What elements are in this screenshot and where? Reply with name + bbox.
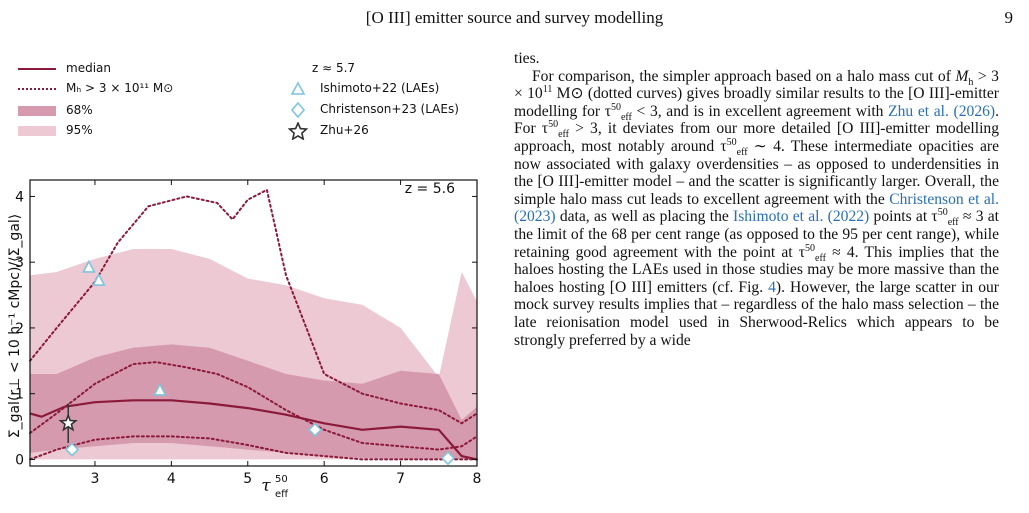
legend-68-label: 68% bbox=[66, 103, 93, 117]
running-title: [O III] emitter source and survey modell… bbox=[365, 8, 664, 27]
plot-frame bbox=[29, 179, 478, 467]
figure: median Mₕ > 3 × 10¹¹ M⊙ 68% 95% z ≈ 5.7 … bbox=[0, 30, 500, 513]
legend-median-swatch bbox=[18, 68, 56, 70]
star-marker-icon bbox=[288, 122, 308, 140]
legend-zhu-label: Zhu+26 bbox=[320, 123, 369, 137]
x-tick-label: 8 bbox=[473, 471, 482, 487]
x-axis-label: τ 50 eff bbox=[261, 474, 289, 500]
christenson-point bbox=[440, 450, 456, 466]
ref-ishimoto[interactable]: Ishimoto et al. (2022) bbox=[733, 208, 870, 226]
legend-christenson-label: Christenson+23 (LAEs) bbox=[320, 102, 459, 116]
x-tick-label: 7 bbox=[396, 471, 405, 487]
zhu-point bbox=[58, 413, 78, 432]
paragraph-1: For comparison, the simpler approach bas… bbox=[514, 67, 1000, 349]
ref-zhu[interactable]: Zhu et al. (2026) bbox=[888, 102, 996, 120]
mass-cut-upper-line bbox=[29, 188, 478, 425]
legend-95-swatch bbox=[18, 126, 56, 136]
legend-z-label: z ≈ 5.7 bbox=[312, 61, 356, 75]
points bbox=[58, 259, 456, 466]
ref-fig-4[interactable]: 4 bbox=[768, 278, 776, 296]
page-number: 9 bbox=[1004, 8, 1014, 27]
y-tick-label: 1 bbox=[15, 387, 24, 403]
ishimoto-point bbox=[153, 382, 167, 396]
axes: 3 4 5 6 7 8 0 1 2 3 4 bbox=[15, 179, 482, 487]
y-tick-label: 0 bbox=[15, 452, 24, 468]
y-tick-label: 2 bbox=[15, 321, 24, 337]
christenson-point bbox=[307, 422, 323, 437]
x-axis-label-sup: 50 bbox=[275, 474, 288, 485]
diamond-marker-icon bbox=[290, 101, 306, 119]
triangle-marker-icon bbox=[290, 81, 306, 95]
panel-label: z = 5.6 bbox=[405, 181, 455, 197]
running-head: [O III] emitter source and survey modell… bbox=[0, 6, 1029, 30]
legend-median-label: median bbox=[66, 61, 111, 75]
legend-68-swatch bbox=[18, 106, 56, 116]
legend-ishimoto-label: Ishimoto+22 (LAEs) bbox=[320, 81, 440, 95]
christenson-point bbox=[64, 442, 80, 457]
x-tick-label: 5 bbox=[243, 471, 252, 487]
chart: 3 4 5 6 7 8 0 1 2 3 4 z = 5.6 τ 50 eff Σ_gal(r⊥ < … bbox=[7, 179, 482, 500]
y-tick-label: 4 bbox=[15, 189, 24, 205]
x-tick-label: 3 bbox=[90, 471, 99, 487]
legend-95-label: 95% bbox=[66, 123, 93, 137]
ishimoto-point bbox=[91, 272, 106, 286]
legend-mass-cut-swatch bbox=[18, 88, 56, 90]
body-text: ties. For comparison, the simpler approa… bbox=[514, 50, 999, 510]
median-line bbox=[29, 399, 478, 461]
mass-cut-lower-line bbox=[29, 435, 478, 461]
mass-cut-median-line bbox=[29, 361, 478, 451]
legend: median Mₕ > 3 × 10¹¹ M⊙ 68% 95% z ≈ 5.7 … bbox=[0, 30, 500, 150]
x-axis-label-sub: eff bbox=[275, 489, 289, 500]
x-tick-label: 6 bbox=[320, 471, 329, 487]
x-tick-label: 4 bbox=[167, 471, 176, 487]
paragraph-0: ties. bbox=[514, 50, 540, 67]
ishimoto-point bbox=[82, 259, 96, 273]
legend-mass-cut-label: Mₕ > 3 × 10¹¹ M⊙ bbox=[66, 81, 174, 95]
lines bbox=[29, 188, 478, 461]
y-tick-label: 3 bbox=[15, 255, 24, 271]
y-axis-label: Σ_gal(r⊥ < 10 h⁻¹ cMpc)/⟨Σ_gal⟩ bbox=[7, 214, 23, 439]
ref-christenson[interactable]: Christenson et al. (2023) bbox=[514, 190, 999, 226]
x-axis-label-tau: τ bbox=[261, 476, 271, 496]
